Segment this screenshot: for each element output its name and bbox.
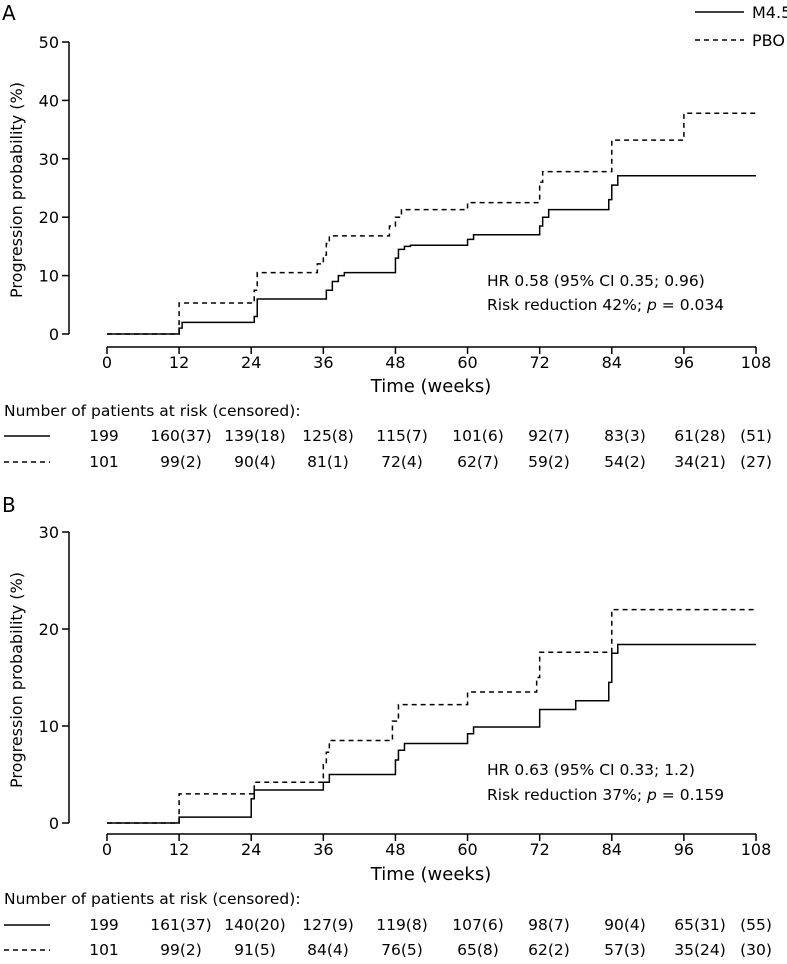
p-value: = 0.159 xyxy=(657,786,724,804)
at-risk-value: 107(6) xyxy=(452,916,504,934)
at-risk-value: 139(18) xyxy=(224,427,285,445)
at-risk-value: 99(2) xyxy=(160,941,202,959)
x-tick-label: 72 xyxy=(529,840,549,859)
at-risk-value: 90(4) xyxy=(234,453,276,471)
at-risk-value: 62(7) xyxy=(457,453,499,471)
risk-annotation: Risk reduction 42%; p = 0.034 xyxy=(487,296,724,314)
at-risk-value: (55) xyxy=(740,916,772,934)
at-risk-value: 83(3) xyxy=(604,427,646,445)
at-risk-value: 91(5) xyxy=(234,941,276,959)
y-axis-label: Progression probability (%) xyxy=(7,572,26,788)
x-axis-label: Time (weeks) xyxy=(370,376,492,397)
x-tick-label: 84 xyxy=(602,353,622,372)
at-risk-value: 199 xyxy=(89,916,119,934)
x-tick-label: 72 xyxy=(529,353,549,372)
y-tick-label: 20 xyxy=(39,208,59,227)
at-risk-value: 59(2) xyxy=(528,453,570,471)
at-risk-value: 34(21) xyxy=(674,453,726,471)
at-risk-value: 90(4) xyxy=(604,916,646,934)
risk-text: Risk reduction 42%; xyxy=(487,296,647,314)
y-tick-label: 20 xyxy=(39,620,59,639)
at-risk-value: 101(6) xyxy=(452,427,504,445)
at-risk-value: (30) xyxy=(740,941,772,959)
y-tick-label: 30 xyxy=(39,150,59,169)
y-tick-label: 10 xyxy=(39,717,59,736)
hr-annotation: HR 0.58 (95% CI 0.35; 0.96) xyxy=(487,272,705,290)
x-tick-label: 0 xyxy=(102,353,112,372)
x-tick-label: 60 xyxy=(457,353,477,372)
at-risk-value: 72(4) xyxy=(381,453,423,471)
y-axis-label: Progression probability (%) xyxy=(7,82,26,298)
at-risk-value: 161(37) xyxy=(150,916,211,934)
risk-annotation: Risk reduction 37%; p = 0.159 xyxy=(487,786,724,804)
x-tick-label: 48 xyxy=(385,353,405,372)
at-risk-value: 35(24) xyxy=(674,941,726,959)
at-risk-value: 115(7) xyxy=(376,427,428,445)
x-tick-label: 48 xyxy=(385,840,405,859)
legend-label-pbo: PBO xyxy=(752,31,785,50)
km-curve-m45 xyxy=(107,643,756,824)
at-risk-value: 199 xyxy=(89,427,119,445)
legend: M4.5 PBO xyxy=(695,3,787,50)
y-tick-label: 30 xyxy=(39,523,59,542)
at-risk-title: Number of patients at risk (censored): xyxy=(4,890,301,908)
x-tick-label: 96 xyxy=(674,840,694,859)
at-risk-value: 92(7) xyxy=(528,427,570,445)
at-risk-value: 81(1) xyxy=(307,453,349,471)
at-risk-title: Number of patients at risk (censored): xyxy=(4,402,301,420)
y-tick-label: 10 xyxy=(39,267,59,286)
x-tick-label: 60 xyxy=(457,840,477,859)
at-risk-value: 119(8) xyxy=(376,916,428,934)
x-tick-label: 12 xyxy=(169,353,189,372)
at-risk-value: 127(9) xyxy=(302,916,354,934)
at-risk-value: 61(28) xyxy=(674,427,726,445)
panel-a: A Progression probability (%) 0 10 20 30 40 5… xyxy=(2,1,772,471)
x-tick-label: 36 xyxy=(313,840,333,859)
x-tick-label: 36 xyxy=(313,353,333,372)
y-tick-label: 0 xyxy=(49,814,59,833)
at-risk-value: 54(2) xyxy=(604,453,646,471)
panel-b: B Progression probability (%) 0 10 20 30 0 12… xyxy=(2,493,772,959)
at-risk-value: 160(37) xyxy=(150,427,211,445)
risk-text: Risk reduction 37%; xyxy=(487,786,647,804)
p-symbol: p xyxy=(646,296,657,314)
km-curve-m45 xyxy=(107,174,756,335)
km-curve-pbo xyxy=(107,608,756,824)
y-tick-label: 40 xyxy=(39,91,59,110)
p-value: = 0.034 xyxy=(657,296,724,314)
at-risk-value: 101 xyxy=(89,941,119,959)
km-curve-pbo xyxy=(107,112,756,335)
hr-annotation: HR 0.63 (95% CI 0.33; 1.2) xyxy=(487,761,695,779)
at-risk-value: 98(7) xyxy=(528,916,570,934)
x-tick-label: 12 xyxy=(169,840,189,859)
x-tick-label: 84 xyxy=(602,840,622,859)
panel-label: B xyxy=(2,493,16,517)
at-risk-value: (27) xyxy=(740,453,772,471)
at-risk-value: 101 xyxy=(89,453,119,471)
legend-label-m45: M4.5 xyxy=(752,3,787,22)
x-axis-label: Time (weeks) xyxy=(370,864,492,885)
p-symbol: p xyxy=(646,786,657,804)
panel-label: A xyxy=(2,1,16,25)
at-risk-value: 84(4) xyxy=(307,941,349,959)
x-tick-label: 96 xyxy=(674,353,694,372)
x-tick-label: 108 xyxy=(741,353,772,372)
at-risk-value: 140(20) xyxy=(224,916,285,934)
x-tick-label: 24 xyxy=(241,840,261,859)
at-risk-value: 99(2) xyxy=(160,453,202,471)
x-tick-label: 24 xyxy=(241,353,261,372)
at-risk-value: 76(5) xyxy=(381,941,423,959)
x-tick-label: 108 xyxy=(741,840,772,859)
y-tick-label: 50 xyxy=(39,33,59,52)
y-tick-label: 0 xyxy=(49,325,59,344)
at-risk-value: (51) xyxy=(740,427,772,445)
at-risk-value: 57(3) xyxy=(604,941,646,959)
at-risk-value: 65(31) xyxy=(674,916,726,934)
at-risk-value: 125(8) xyxy=(302,427,354,445)
at-risk-value: 62(2) xyxy=(528,941,570,959)
x-tick-label: 0 xyxy=(102,840,112,859)
at-risk-value: 65(8) xyxy=(457,941,499,959)
